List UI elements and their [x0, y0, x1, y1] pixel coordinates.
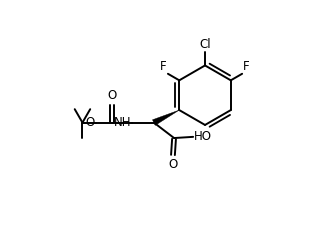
Text: O: O: [168, 158, 177, 171]
Polygon shape: [153, 110, 179, 125]
Text: NH: NH: [114, 116, 131, 129]
Text: F: F: [243, 60, 250, 73]
Text: F: F: [160, 60, 167, 73]
Text: O: O: [108, 89, 117, 102]
Text: HO: HO: [194, 130, 212, 143]
Text: O: O: [86, 116, 95, 129]
Text: Cl: Cl: [199, 38, 211, 51]
